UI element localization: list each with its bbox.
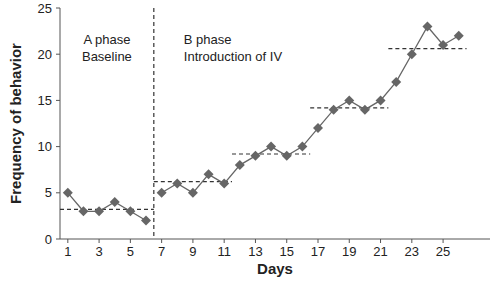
phase-mean-line (310, 107, 388, 108)
data-point (344, 95, 354, 105)
data-point (313, 123, 323, 133)
data-point (204, 169, 214, 179)
x-tick-label: 11 (217, 244, 231, 259)
data-point (407, 49, 417, 59)
y-tick (56, 8, 60, 9)
x-axis-title: Days (257, 260, 293, 277)
annotation: B phase (184, 32, 232, 47)
x-tick (380, 239, 381, 243)
data-point (78, 206, 88, 216)
x-tick-label: 19 (342, 244, 356, 259)
x-tick-label: 15 (279, 244, 293, 259)
data-point (235, 160, 245, 170)
data-point (266, 142, 276, 152)
y-tick (56, 54, 60, 55)
x-tick-label: 23 (405, 244, 419, 259)
x-tick-label: 7 (158, 244, 165, 259)
data-point (422, 21, 432, 31)
phase-mean-line (388, 48, 466, 49)
data-point (172, 179, 182, 189)
annotation: Baseline (82, 49, 132, 64)
x-tick (99, 239, 100, 243)
x-tick (224, 239, 225, 243)
y-tick (56, 146, 60, 147)
y-tick (56, 192, 60, 193)
series-line (162, 26, 459, 192)
data-point (125, 206, 135, 216)
y-axis-title: Frequency of behavior (7, 43, 24, 204)
phase-mean-line (60, 209, 154, 210)
y-tick-label: 10 (38, 139, 52, 154)
x-tick (255, 239, 256, 243)
data-point (188, 188, 198, 198)
x-tick (161, 239, 162, 243)
data-point (94, 206, 104, 216)
y-tick-label: 25 (38, 1, 52, 16)
data-point (110, 197, 120, 207)
x-tick (349, 239, 350, 243)
y-tick (56, 100, 60, 101)
plot-area (60, 8, 467, 239)
data-point (157, 188, 167, 198)
y-tick-label: 0 (45, 232, 52, 247)
data-point (297, 142, 307, 152)
chart: 0510152025135791113151719212325DaysFrequ… (0, 0, 500, 281)
x-tick-label: 3 (95, 244, 102, 259)
data-point (376, 95, 386, 105)
annotation: Introduction of IV (184, 49, 283, 64)
data-point (391, 77, 401, 87)
data-point (360, 105, 370, 115)
data-point (282, 151, 292, 161)
x-tick-label: 25 (436, 244, 450, 259)
phase-mean-line (232, 153, 310, 154)
data-point (141, 216, 151, 226)
annotation: A phase (83, 32, 130, 47)
x-tick-label: 21 (373, 244, 387, 259)
x-tick (192, 239, 193, 243)
x-tick (411, 239, 412, 243)
y-tick-label: 20 (38, 47, 52, 62)
x-tick (286, 239, 287, 243)
data-point (63, 188, 73, 198)
x-tick-label: 9 (189, 244, 196, 259)
data-point (219, 179, 229, 189)
data-point (454, 31, 464, 41)
y-tick-label: 15 (38, 93, 52, 108)
x-tick-label: 5 (127, 244, 134, 259)
x-tick (443, 239, 444, 243)
phase-change-line (153, 8, 154, 239)
series-line (68, 193, 146, 221)
data-point (329, 105, 339, 115)
y-tick-label: 5 (45, 185, 52, 200)
data-point (250, 151, 260, 161)
x-tick (67, 239, 68, 243)
x-axis (60, 239, 490, 240)
x-tick-label: 13 (248, 244, 262, 259)
x-tick (318, 239, 319, 243)
y-tick (56, 239, 60, 240)
x-tick-label: 1 (64, 244, 71, 259)
x-tick-label: 17 (311, 244, 325, 259)
data-point (438, 40, 448, 50)
x-tick (130, 239, 131, 243)
y-axis (60, 8, 61, 239)
